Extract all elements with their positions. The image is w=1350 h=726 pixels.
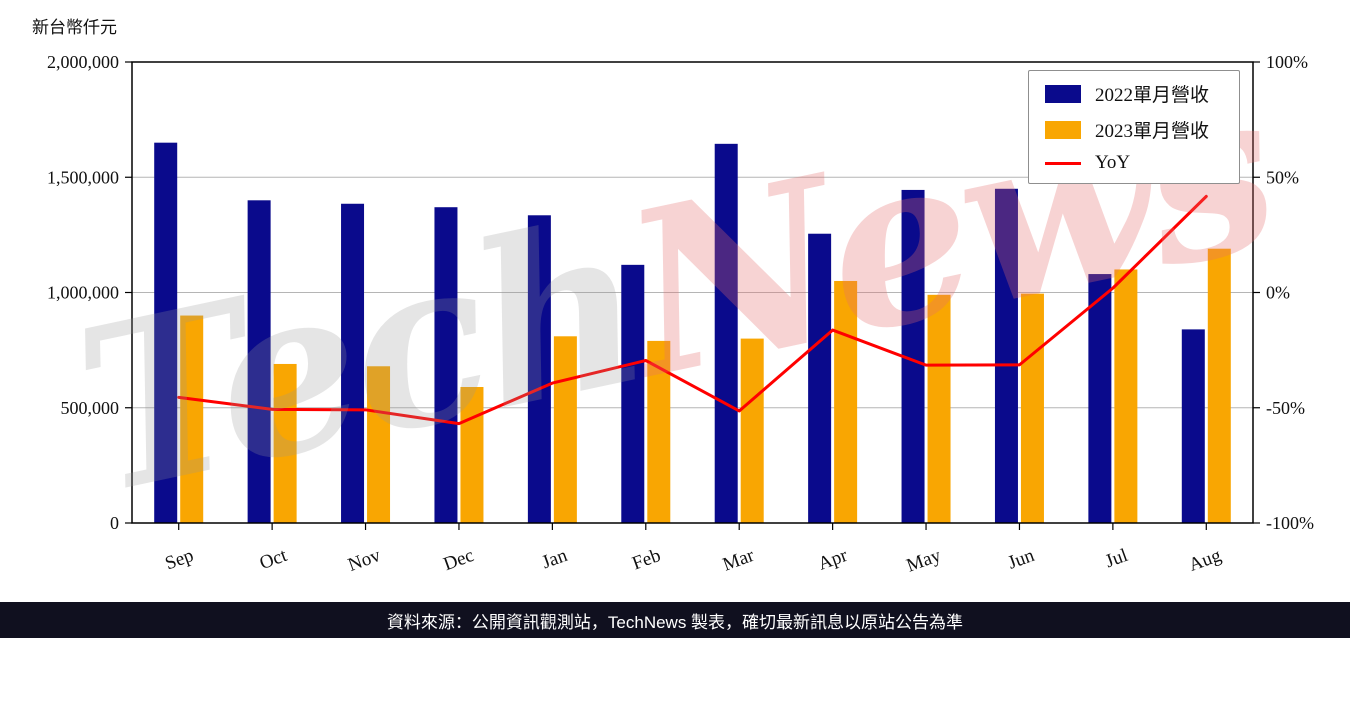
footer-bar: 資料來源：公開資訊觀測站，TechNews 製表，確切最新訊息以原站公告為準	[0, 602, 1350, 638]
y-right-tick-label: -100%	[1266, 513, 1314, 533]
bar-2022單月營收-Nov	[341, 203, 365, 523]
x-tick-label-Mar: Mar	[720, 545, 758, 576]
bar-2023單月營收-Sep	[180, 315, 204, 523]
y-axis-unit-label: 新台幣仟元	[32, 18, 117, 37]
y-left-tick-label: 500,000	[61, 398, 120, 418]
bar-2022單月營收-Oct	[247, 200, 271, 524]
x-tick-label-Oct: Oct	[257, 545, 291, 574]
x-tick-label-Jan: Jan	[539, 545, 570, 574]
y-left-tick-label: 0	[110, 513, 119, 533]
x-tick-label-Jun: Jun	[1005, 545, 1037, 574]
chart-area: 0 500,000 1,000,000 1,500,000 2,000,000 -100%…	[47, 36, 1314, 577]
bar-2023單月營收-Jul	[1114, 269, 1138, 523]
y-left-tick-label: 2,000,000	[47, 52, 119, 72]
legend-label-2023: 2023單月營收	[1095, 121, 1210, 142]
legend-item-yoy: YoY	[1045, 152, 1223, 174]
bar-2023單月營收-Mar	[740, 338, 764, 523]
x-tick-label-Nov: Nov	[345, 545, 383, 576]
y-right-tick-label: 0%	[1266, 283, 1290, 303]
bar-2022單月營收-Apr	[808, 233, 832, 523]
x-tick-label-Sep: Sep	[162, 545, 196, 574]
bar-2022單月營收-Feb	[621, 264, 645, 523]
x-tick-label-Jul: Jul	[1103, 545, 1131, 572]
footer-text: 資料來源：公開資訊觀測站，TechNews 製表，確切最新訊息以原站公告為準	[386, 612, 964, 632]
bar-2022單月營收-Jul	[1088, 274, 1112, 523]
y-right-tick-label: -50%	[1266, 398, 1305, 418]
bar-2023單月營收-Feb	[647, 340, 671, 523]
legend-swatch-yoy	[1045, 161, 1081, 165]
y-left-tick-label: 1,500,000	[47, 167, 119, 187]
bar-2022單月營收-Jun	[994, 188, 1018, 523]
yoy-line	[177, 194, 1208, 426]
legend-label-yoy: YoY	[1095, 152, 1131, 173]
bar-2023單月營收-May	[927, 294, 951, 523]
bar-2023單月營收-Oct	[273, 363, 297, 523]
legend-swatch-2023	[1045, 120, 1081, 139]
bar-2022單月營收-Mar	[714, 143, 738, 523]
legend-label-2022: 2022單月營收	[1095, 85, 1210, 106]
bar-2022單月營收-May	[901, 189, 925, 524]
bar-2022單月營收-Sep	[154, 142, 178, 524]
x-tick-label-Apr: Apr	[815, 545, 851, 575]
y-right-tick-label: 100%	[1266, 52, 1308, 72]
bar-2022單月營收-Aug	[1181, 329, 1205, 523]
chart-svg: 0 500,000 1,000,000 1,500,000 2,000,000 -100%…	[47, 52, 1314, 577]
legend-swatch-2022	[1045, 84, 1081, 103]
y-right-tick-label: 50%	[1266, 167, 1299, 187]
bar-2022單月營收-Dec	[434, 207, 458, 523]
bar-2023單月營收-Dec	[460, 387, 484, 523]
bar-2023單月營收-Nov	[367, 366, 391, 523]
bar-2023單月營收-Apr	[834, 280, 858, 523]
x-tick-label-Feb: Feb	[630, 545, 664, 574]
legend-item-2023: 2023單月營收	[1045, 116, 1223, 143]
x-tick-label-May: May	[904, 545, 944, 577]
legend-item-2022: 2022單月營收	[1045, 80, 1223, 107]
y-left-tick-label: 1,000,000	[47, 283, 119, 303]
bar-2023單月營收-Aug	[1207, 248, 1231, 523]
bar-2023單月營收-Jun	[1020, 293, 1044, 523]
legend: 2022單月營收 2023單月營收 YoY	[1028, 70, 1240, 184]
bar-2023單月營收-Jan	[553, 336, 577, 523]
x-tick-label-Aug: Aug	[1186, 545, 1224, 576]
x-tick-label-Dec: Dec	[441, 545, 477, 575]
bar-2022單月營收-Jan	[527, 215, 551, 523]
